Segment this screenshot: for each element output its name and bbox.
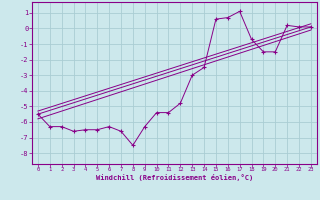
X-axis label: Windchill (Refroidissement éolien,°C): Windchill (Refroidissement éolien,°C)	[96, 174, 253, 181]
